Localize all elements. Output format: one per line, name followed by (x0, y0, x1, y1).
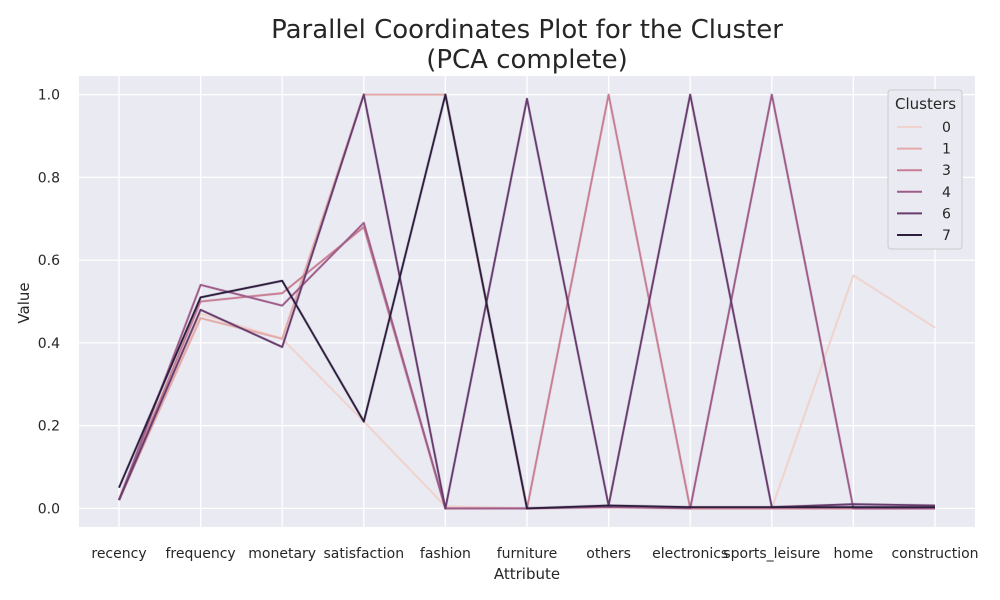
x-tick-labels: recency frequency monetary satisfaction fash… (91, 546, 978, 562)
x-axis-label: Attribute (494, 565, 560, 583)
x-tick-recency: recency (91, 546, 146, 562)
x-tick-satisfaction: satisfaction (324, 546, 405, 562)
legend-title: Clusters (895, 95, 956, 113)
y-tick-0.2: 0.2 (38, 419, 60, 435)
legend: Clusters 0 1 3 4 6 7 (888, 90, 962, 249)
legend-label-0: 0 (942, 120, 951, 136)
y-tick-0.6: 0.6 (38, 253, 60, 269)
y-axis-label: Value (15, 282, 33, 323)
legend-label-1: 1 (942, 142, 951, 158)
x-tick-monetary: monetary (248, 546, 316, 562)
chart-title-line2: (PCA complete) (426, 45, 628, 75)
x-tick-fashion: fashion (420, 546, 471, 562)
chart-title-line1: Parallel Coordinates Plot for the Cluste… (271, 15, 783, 45)
legend-label-7: 7 (942, 228, 951, 244)
x-tick-home: home (834, 546, 874, 562)
y-tick-0.0: 0.0 (38, 501, 60, 517)
y-tick-0.8: 0.8 (38, 170, 60, 186)
y-tick-1.0: 1.0 (38, 88, 60, 104)
x-tick-sports_leisure: sports_leisure (723, 546, 820, 562)
x-tick-electronics: electronics (652, 546, 728, 562)
legend-label-4: 4 (942, 185, 951, 201)
legend-label-6: 6 (942, 206, 951, 222)
x-tick-others: others (586, 546, 631, 562)
x-tick-frequency: frequency (165, 546, 235, 562)
x-tick-furniture: furniture (497, 546, 558, 562)
x-tick-construction: construction (891, 546, 978, 562)
legend-label-3: 3 (942, 163, 951, 179)
y-tick-0.4: 0.4 (38, 336, 60, 352)
